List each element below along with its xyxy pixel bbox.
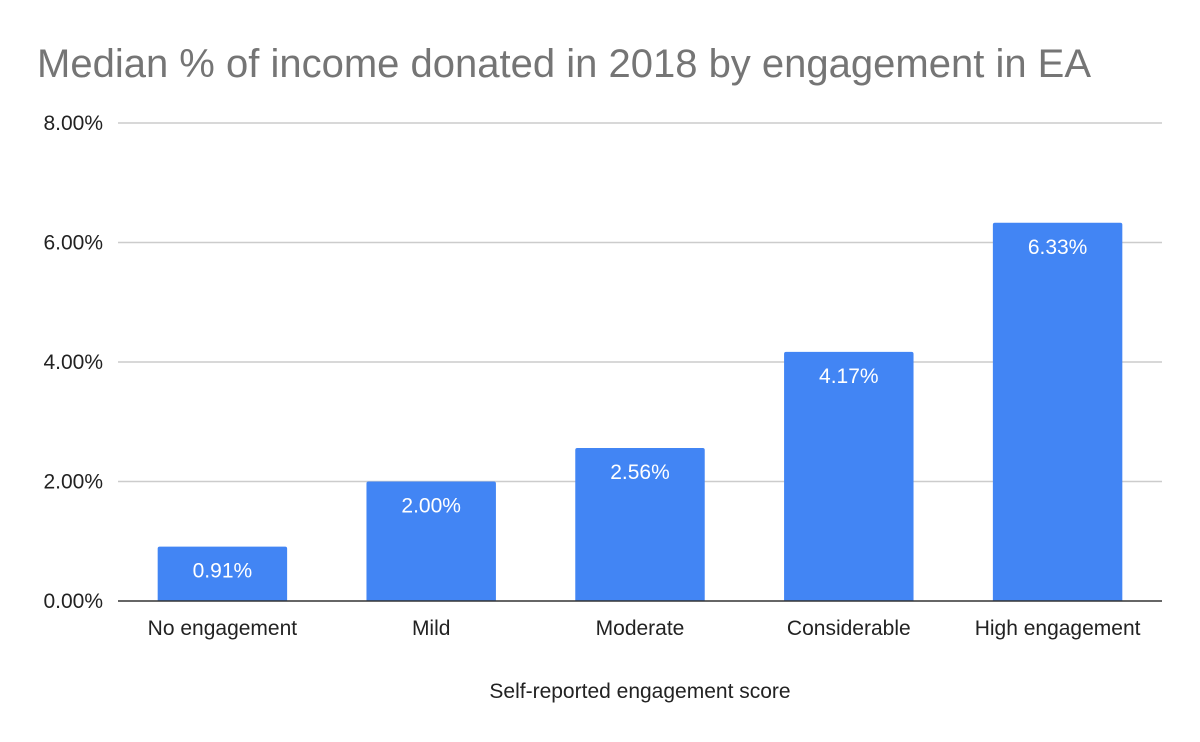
bar xyxy=(157,546,288,601)
bars xyxy=(157,222,1123,601)
y-axis-tick-labels: 0.00% 2.00% 4.00% 6.00% 8.00% xyxy=(43,112,103,613)
bar xyxy=(366,481,496,601)
y-tick-label: 8.00% xyxy=(43,112,103,135)
x-axis-tick-labels: No engagement Mild Moderate Considerable Hig… xyxy=(148,617,1141,640)
chart-title: Median % of income donated in 2018 by en… xyxy=(37,42,1091,86)
x-tick-label: Considerable xyxy=(787,617,911,640)
bar-data-label: 6.33% xyxy=(1028,236,1088,259)
x-tick-label: Moderate xyxy=(596,617,685,640)
y-tick-label: 2.00% xyxy=(43,471,103,494)
bar-data-label: 0.91% xyxy=(193,560,253,583)
bar xyxy=(784,351,914,601)
y-tick-label: 0.00% xyxy=(43,590,103,613)
y-tick-label: 6.00% xyxy=(43,232,103,255)
bar-data-label: 4.17% xyxy=(819,365,879,388)
x-tick-label: Mild xyxy=(412,617,451,640)
bar xyxy=(575,448,705,601)
bar-data-label: 2.56% xyxy=(610,461,670,484)
y-tick-label: 4.00% xyxy=(43,351,103,374)
x-tick-label: High engagement xyxy=(975,617,1141,640)
x-tick-label: No engagement xyxy=(148,617,298,640)
data-labels: 0.91% 2.00% 2.56% 4.17% 6.33% xyxy=(193,236,1088,583)
bar-data-label: 2.00% xyxy=(401,495,461,518)
bar xyxy=(992,222,1123,601)
x-axis-title: Self-reported engagement score xyxy=(489,680,790,703)
